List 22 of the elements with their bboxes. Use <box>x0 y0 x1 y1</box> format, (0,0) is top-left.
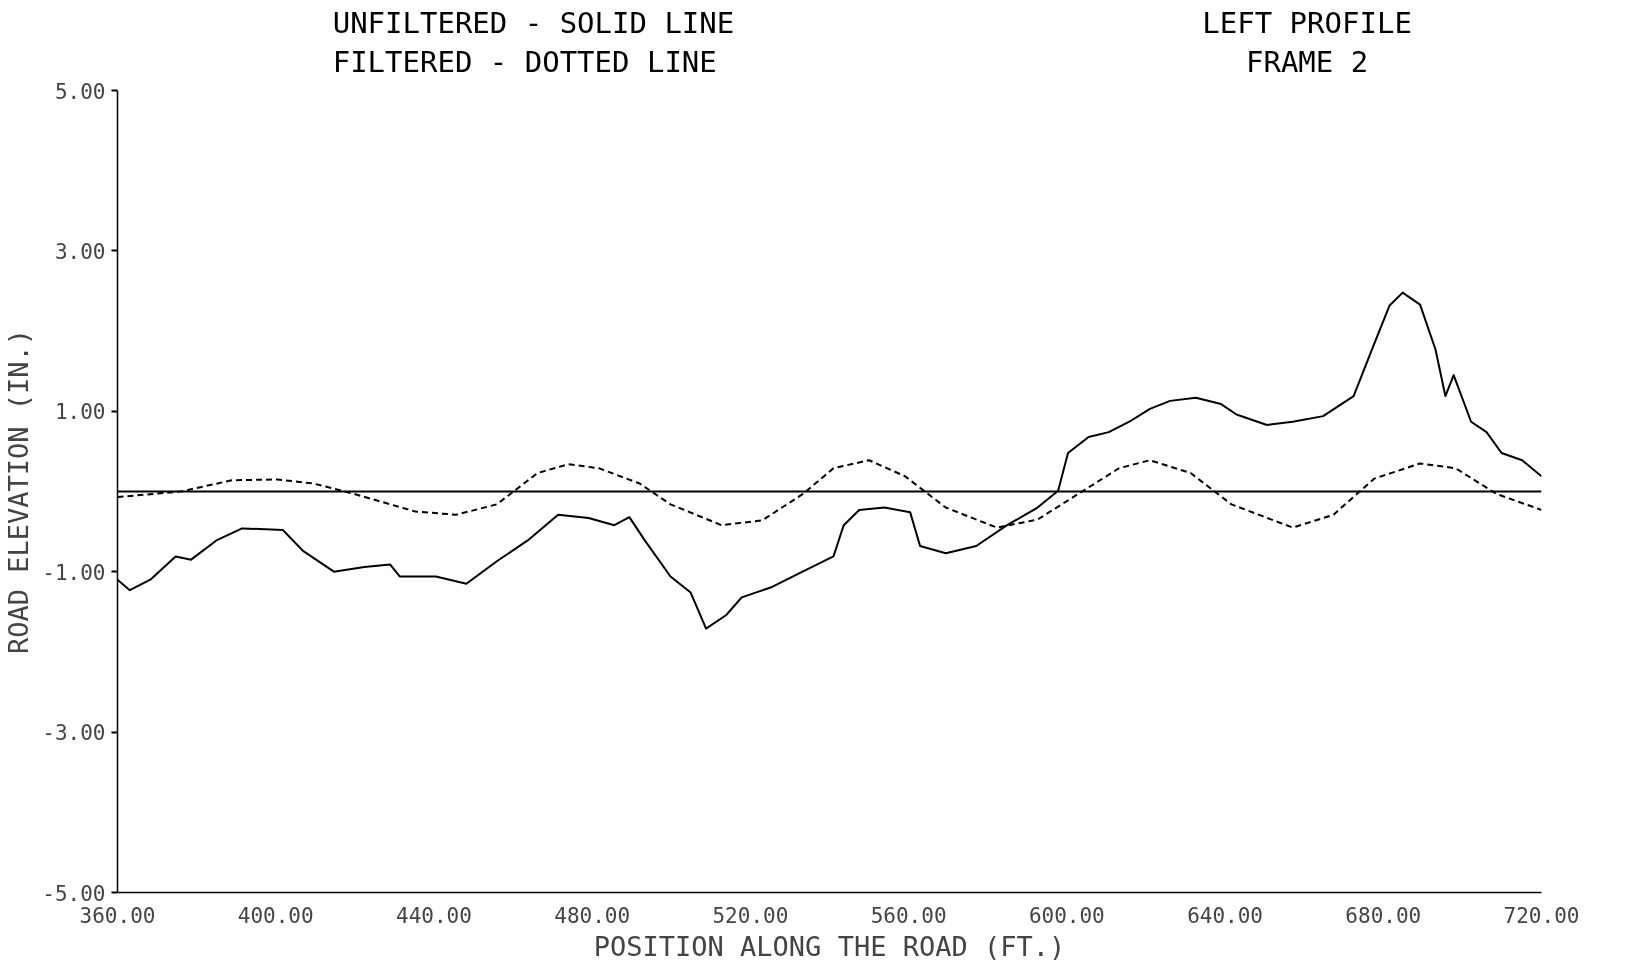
text: FILTERED - DOTTED LINE <box>332 44 717 79</box>
x-tick-label: 720.00 <box>1503 903 1580 928</box>
text: UNFILTERED - SOLID LINE <box>332 5 735 40</box>
y-tick-label: -1.00 <box>42 560 106 585</box>
x-tick-label: 360.00 <box>79 903 156 928</box>
x-tick-label: 480.00 <box>554 903 631 928</box>
x-tick-label: 640.00 <box>1187 903 1263 928</box>
x-axis-title: POSITION ALONG THE ROAD (FT.) <box>593 930 1066 962</box>
y-tick-label: 3.00 <box>54 239 106 264</box>
x-tick-label: 680.00 <box>1345 903 1422 928</box>
x-tick-label: 560.00 <box>870 903 947 928</box>
y-tick-label: 1.00 <box>54 400 106 425</box>
text: LEFT PROFILE <box>1202 5 1412 40</box>
x-tick-label: 400.00 <box>237 903 314 928</box>
y-tick-label: -5.00 <box>42 881 106 906</box>
x-tick-label: 520.00 <box>712 903 789 928</box>
text: FRAME 2 <box>1245 44 1369 79</box>
x-tick-label: 600.00 <box>1028 903 1105 928</box>
y-tick-label: -3.00 <box>42 721 106 746</box>
y-axis-title: ROAD ELEVATION (IN.) <box>3 328 35 655</box>
x-tick-label: 440.00 <box>396 903 472 928</box>
y-tick-label: 5.00 <box>54 79 106 104</box>
